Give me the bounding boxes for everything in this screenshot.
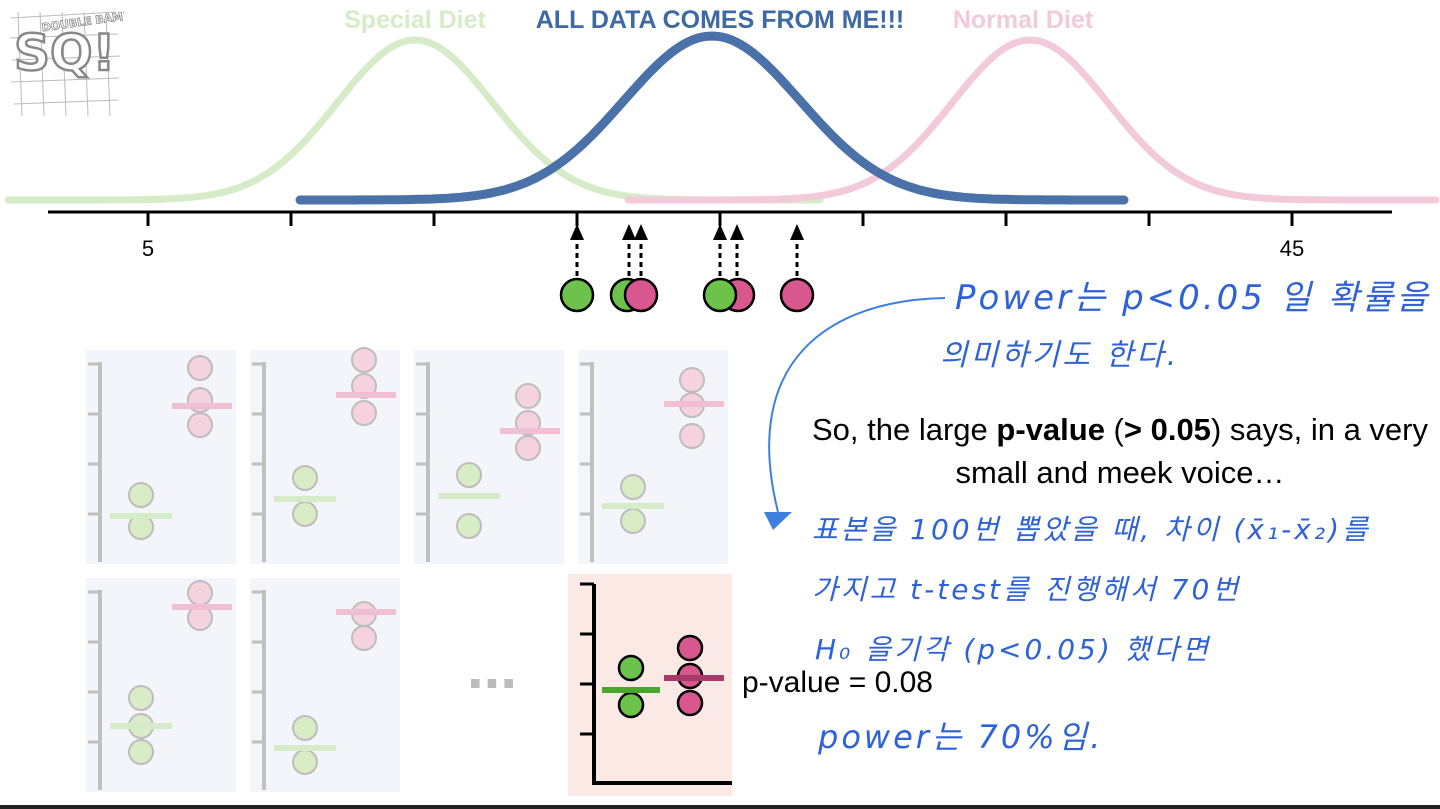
annotation-arrow: [768, 297, 946, 513]
pvalue-label: p-value = 0.08: [742, 666, 933, 699]
panel-point-green: [620, 474, 646, 500]
panel-point-green: [292, 715, 318, 741]
panel-point-pink: [187, 355, 213, 381]
sample-arrowhead: [713, 224, 727, 240]
highlight-point-green: [617, 654, 645, 682]
handwritten-note-2: 의미하기도 한다.: [940, 338, 1180, 373]
trial-panel: [578, 350, 728, 564]
panel-point-green: [128, 739, 154, 765]
panel-point-pink: [515, 435, 541, 461]
panel-point-pink: [351, 400, 377, 426]
trial-panel: [86, 578, 236, 792]
trial-panel: [250, 578, 400, 792]
panel-point-pink: [187, 580, 213, 606]
highlight-point-pink: [676, 689, 704, 717]
panel-point-green: [456, 513, 482, 539]
title-special-diet: Special Diet: [344, 6, 486, 34]
panel-point-pink: [679, 367, 705, 393]
handwritten-note-4: 가지고 t-test를 진행해서 70번: [812, 573, 1242, 606]
sample-point-pink: [623, 277, 659, 313]
sample-point-green: [702, 277, 738, 313]
handwritten-note-3: 표본을 100번 뽑았을 때, 차이 (x̄₁-x̄₂)를: [812, 513, 1371, 546]
logo-letters: SQ!: [14, 24, 115, 82]
sample-arrowhead: [634, 224, 648, 240]
panel-background: [86, 578, 236, 792]
sample-arrowhead: [622, 224, 636, 240]
panel-point-green: [620, 508, 646, 534]
highlighted-trial-panel: [568, 574, 732, 796]
statquest-logo: SQ! DOUBLE BAM!!!: [6, 8, 139, 120]
trial-panel: [86, 350, 236, 564]
special-diet-curve: [4, 36, 824, 204]
axis-label-right: 45: [1280, 236, 1304, 261]
panel-point-pink: [515, 383, 541, 409]
panel-point-green: [128, 685, 154, 711]
statement-part1: So, the large: [812, 412, 997, 447]
panel-point-green: [292, 749, 318, 775]
sample-arrowhead: [790, 224, 804, 240]
sample-arrowhead: [570, 224, 584, 240]
panel-point-green: [456, 462, 482, 488]
panel-point-pink: [679, 423, 705, 449]
panel-point-green: [128, 482, 154, 508]
panel-background: [578, 350, 728, 564]
highlight-point-green: [617, 691, 645, 719]
statement-part2: (: [1104, 412, 1124, 447]
statement-bold-pvalue: p-value: [996, 412, 1105, 447]
statement-part3: ) says, in a very small and meek voice…: [955, 412, 1428, 490]
panel-background: [250, 350, 400, 564]
normal-diet-curve: [624, 36, 1440, 204]
panel-point-green: [292, 465, 318, 491]
handwritten-note-1: Power는 p<0.05 일 확률을: [955, 278, 1431, 318]
title-all-data: ALL DATA COMES FROM ME!!!: [536, 6, 904, 34]
title-normal-diet: Normal Diet: [953, 6, 1094, 34]
main-statement: So, the large p-value (> 0.05) says, in …: [800, 408, 1440, 494]
panel-point-pink: [351, 625, 377, 651]
panel-background: [86, 350, 236, 564]
highlight-point-pink: [676, 634, 704, 662]
sample-point-green: [559, 277, 595, 313]
panel-point-pink: [351, 347, 377, 373]
panel-background: [414, 350, 564, 564]
panel-point-green: [292, 501, 318, 527]
ellipsis: ...: [467, 634, 517, 701]
trial-panel: [414, 350, 564, 564]
handwritten-note-6: power는 70%임.: [818, 718, 1104, 756]
axis-label-left: 5: [142, 236, 154, 261]
sample-arrowhead: [730, 224, 744, 240]
statement-bold-threshold: > 0.05: [1123, 412, 1211, 447]
all-data-curve: [295, 31, 1129, 205]
handwritten-note-5: H₀ 을기각 (p<0.05) 했다면: [815, 633, 1211, 666]
annotation-arrowhead: [764, 512, 792, 530]
trial-panel: [250, 347, 400, 564]
bottom-border: [0, 805, 1440, 809]
panel-point-pink: [187, 412, 213, 438]
sample-point-pink: [779, 277, 815, 313]
